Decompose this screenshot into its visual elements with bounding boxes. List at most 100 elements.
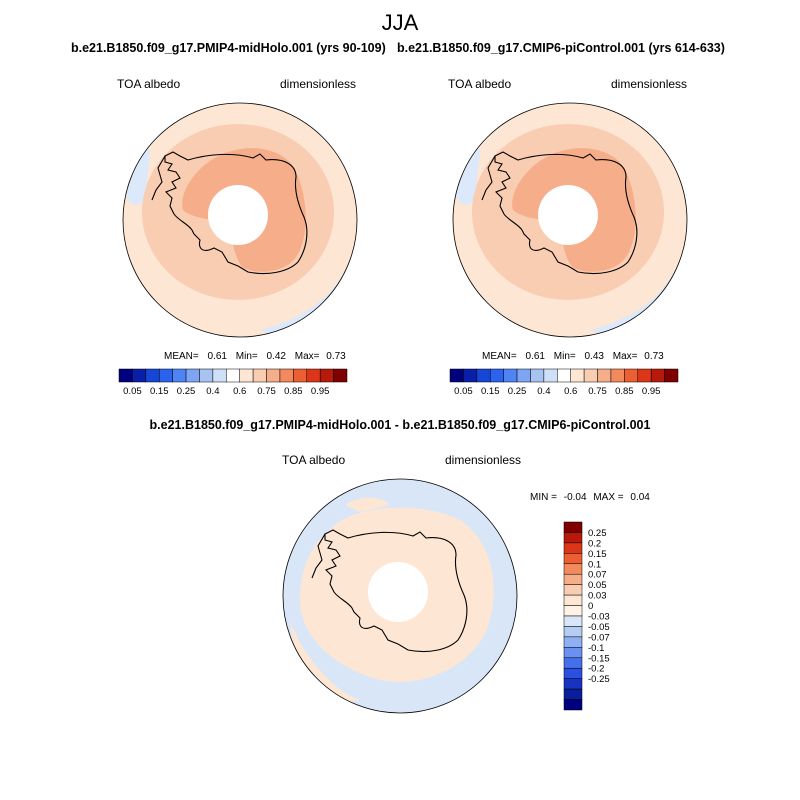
season-title: JJA: [381, 10, 419, 35]
mean-label: MEAN=: [482, 351, 517, 362]
max-label: MAX =: [593, 492, 624, 503]
panel-2-title: b.e21.B1850.f09_g17.CMIP6-piControl.001 …: [397, 41, 725, 55]
colorbar-swatch: [503, 368, 518, 383]
colorbar-swatch: [563, 573, 583, 585]
colorbar-swatch: [563, 699, 583, 711]
colorbar-swatch: [557, 368, 571, 383]
difference-stats: MIN = -0.04 MAX = 0.04: [530, 492, 650, 503]
colorbar-swatch: [563, 542, 583, 554]
min-value: 0.43: [584, 351, 604, 362]
colorbar-swatch: [449, 368, 464, 383]
colorbar-swatch: [306, 368, 321, 383]
colorbar-swatch: [239, 368, 254, 383]
colorbar-swatch: [563, 688, 583, 700]
colorbar-difference: 0.250.20.150.10.070.050.030-0.03-0.05-0.…: [563, 521, 610, 711]
mean-value: 0.61: [525, 351, 545, 362]
colorbar-panel-1: 0.05 0.15 0.25 0.4 0.6 0.75 0.85 0.95: [118, 368, 348, 397]
colorbar-swatch: [563, 667, 583, 679]
max-value: 0.73: [326, 351, 346, 362]
map-panel-2: [452, 102, 688, 338]
colorbar-swatch: [624, 368, 639, 383]
colorbar-swatch: [563, 594, 583, 606]
min-label: Min=: [553, 351, 576, 362]
panel-1-variable-label: TOA albedo: [117, 77, 181, 91]
colorbar-swatch: [226, 368, 240, 383]
min-label: MIN =: [530, 492, 557, 503]
colorbar-swatch: [563, 605, 583, 617]
colorbar-tick-label: 0.15: [150, 386, 169, 397]
colorbar-swatch: [118, 368, 133, 383]
colorbar-swatch: [563, 615, 583, 627]
colorbar-swatch: [664, 368, 679, 383]
panel-1-stats: MEAN= 0.61 Min= 0.42 Max= 0.73: [164, 351, 346, 362]
map-panel-difference: [282, 478, 518, 714]
colorbar-swatch: [489, 368, 504, 383]
map-panel-1: [122, 102, 358, 338]
min-value: -0.04: [563, 492, 587, 503]
colorbar-tick-label: -0.25: [588, 674, 610, 685]
colorbar-tick-label: 0.05: [123, 386, 142, 397]
pole-hole: [538, 185, 598, 245]
colorbar-swatch: [252, 368, 267, 383]
panel-2-variable-label: TOA albedo: [448, 77, 512, 91]
colorbar-swatch: [563, 584, 583, 596]
colorbar-swatch: [610, 368, 625, 383]
colorbar-swatch: [563, 678, 583, 690]
colorbar-tick-label: 0.25: [588, 528, 607, 539]
min-label: Min=: [235, 351, 258, 362]
mean-value: 0.61: [207, 351, 227, 362]
panel-2-stats: MEAN= 0.61 Min= 0.43 Max= 0.73: [482, 351, 664, 362]
colorbar-swatch: [563, 626, 583, 638]
colorbar-swatch: [279, 368, 294, 383]
colorbar-tick-label: 0.95: [311, 386, 330, 397]
colorbar-swatch: [563, 657, 583, 669]
colorbar-tick-label: 0.1: [588, 559, 601, 570]
colorbar-tick-label: 0.15: [588, 549, 607, 560]
colorbar-swatch: [333, 368, 348, 383]
map-border: [282, 478, 518, 714]
colorbar-swatch: [158, 368, 173, 383]
max-value: 0.04: [630, 492, 650, 503]
panel-2-units-label: dimensionless: [611, 77, 688, 91]
colorbar-tick-label: -0.07: [588, 632, 610, 643]
colorbar-swatch: [172, 368, 187, 383]
colorbar-tick-label: 0.2: [588, 538, 601, 549]
mean-label: MEAN=: [164, 351, 199, 362]
max-label: Max=: [294, 351, 320, 362]
colorbar-tick-label: 0.6: [564, 386, 577, 397]
colorbar-tick-label: 0.05: [454, 386, 473, 397]
colorbar-swatch: [563, 521, 583, 533]
colorbar-swatch: [637, 368, 652, 383]
panel-1-title: b.e21.B1850.f09_g17.PMIP4-midHolo.001 (y…: [71, 41, 386, 55]
colorbar-swatch: [212, 368, 227, 383]
panel-1-units-label: dimensionless: [280, 77, 357, 91]
colorbar-tick-label: -0.05: [588, 622, 610, 633]
colorbar-swatch: [597, 368, 612, 383]
colorbar-tick-label: 0.15: [481, 386, 500, 397]
colorbar-tick-label: 0: [588, 601, 593, 612]
colorbar-tick-label: 0.05: [588, 580, 607, 591]
max-label: Max=: [612, 351, 638, 362]
positive-diff-region: [345, 497, 390, 512]
colorbar-tick-label: 0.85: [615, 386, 634, 397]
colorbar-swatch: [185, 368, 200, 383]
min-value: 0.42: [266, 351, 286, 362]
colorbar-swatch: [476, 368, 491, 383]
colorbar-tick-label: 0.85: [284, 386, 303, 397]
colorbar-tick-label: 0.95: [642, 386, 661, 397]
colorbar-tick-label: 0.03: [588, 591, 607, 602]
colorbar-tick-label: 0.75: [588, 386, 607, 397]
colorbar-swatch: [583, 368, 598, 383]
pole-hole: [208, 185, 268, 245]
max-value: 0.73: [644, 351, 664, 362]
colorbar-tick-label: -0.15: [588, 653, 610, 664]
colorbar-tick-label: 0.07: [588, 570, 607, 581]
colorbar-tick-label: 0.25: [177, 386, 196, 397]
colorbar-tick-label: -0.2: [588, 664, 604, 675]
colorbar-tick-label: -0.03: [588, 612, 610, 623]
colorbar-swatch: [516, 368, 531, 383]
colorbar-swatch: [145, 368, 160, 383]
colorbar-swatch: [530, 368, 545, 383]
colorbar-swatch: [570, 368, 585, 383]
colorbar-swatch: [563, 553, 583, 565]
